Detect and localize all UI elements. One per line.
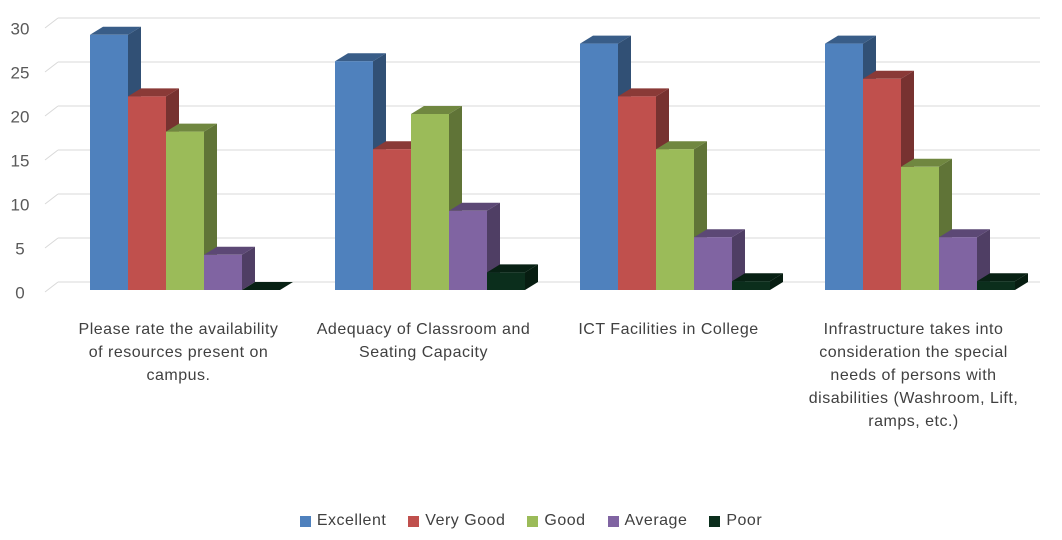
- bar-side: [1015, 273, 1028, 290]
- bar-side: [977, 229, 990, 290]
- bar: [694, 237, 732, 290]
- grid-line: [44, 281, 59, 293]
- bar-top: [128, 88, 179, 97]
- legend-swatch: [299, 515, 311, 527]
- legend-label: Excellent: [316, 512, 387, 529]
- y-tick-label: 25: [11, 63, 30, 82]
- bar-top: [618, 88, 669, 97]
- legend-item: Good: [527, 512, 585, 530]
- legend-item: Average: [607, 512, 688, 530]
- bar-top: [939, 229, 990, 238]
- bar-side: [242, 246, 255, 290]
- bar-top: [694, 229, 745, 238]
- x-tick-label: Please rate the availability of resource…: [78, 321, 279, 384]
- legend-item: Very Good: [408, 512, 505, 530]
- grid-line: [44, 17, 59, 29]
- bar-side: [525, 264, 538, 290]
- bar-top: [901, 158, 952, 167]
- bar-top: [487, 264, 538, 273]
- bar: [656, 149, 694, 290]
- y-tick-label: 20: [11, 107, 30, 126]
- legend-label: Very Good: [425, 512, 506, 529]
- x-tick-label: Infrastructure takes into consideration …: [808, 321, 1019, 430]
- bar: [825, 43, 863, 290]
- bar: [487, 272, 525, 290]
- legend-swatch: [408, 515, 420, 527]
- bar-top: [242, 282, 293, 290]
- legend-item: Poor: [709, 512, 762, 530]
- y-tick-label: 5: [15, 239, 24, 258]
- grid-line: [44, 105, 59, 117]
- bar: [335, 61, 373, 291]
- bar-top: [580, 35, 631, 44]
- bar: [732, 281, 770, 290]
- bar-top: [977, 273, 1028, 282]
- bar: [449, 210, 487, 290]
- x-tick-label: Adequacy of Classroom and Seating Capaci…: [316, 321, 531, 361]
- bar: [90, 34, 128, 290]
- grid-line: [44, 237, 59, 249]
- legend-label: Poor: [726, 512, 763, 529]
- legend-label: Good: [544, 512, 586, 529]
- bar-top: [449, 202, 500, 211]
- legend-swatch: [527, 515, 539, 527]
- bar: [373, 149, 411, 290]
- bar-top: [411, 106, 462, 114]
- bar: [128, 96, 166, 291]
- bar-top: [204, 246, 255, 255]
- y-tick-label: 30: [11, 19, 30, 38]
- bar: [411, 114, 449, 290]
- bar-side: [732, 229, 745, 290]
- bar-top: [90, 26, 141, 35]
- grid-line: [44, 149, 59, 161]
- bar: [901, 166, 939, 290]
- bar: [580, 43, 618, 290]
- bar: [166, 131, 204, 290]
- legend: Excellent Very Good Good Average Poor: [0, 512, 1062, 530]
- y-tick-label: 15: [11, 151, 30, 170]
- x-tick-label: ICT Facilities in College: [578, 321, 759, 338]
- bar-top: [166, 123, 217, 132]
- legend-swatch: [607, 515, 619, 527]
- bar: [977, 281, 1015, 290]
- bar-side: [770, 273, 783, 290]
- bar-top: [335, 53, 386, 62]
- y-tick-label: 0: [15, 283, 24, 302]
- legend-swatch: [709, 515, 721, 527]
- bar: [863, 78, 901, 290]
- grid-line: [44, 61, 59, 73]
- bar-top: [732, 273, 783, 282]
- bar-top: [825, 35, 876, 44]
- y-tick-label: 10: [11, 195, 30, 214]
- legend-item: Excellent: [299, 512, 387, 530]
- legend-label: Average: [624, 512, 688, 529]
- bar: [618, 96, 656, 291]
- bar: [204, 254, 242, 290]
- bar-top: [656, 141, 707, 150]
- bar-top: [863, 70, 914, 79]
- bar: [939, 237, 977, 290]
- grid-line: [44, 193, 59, 205]
- bar-side: [204, 123, 217, 290]
